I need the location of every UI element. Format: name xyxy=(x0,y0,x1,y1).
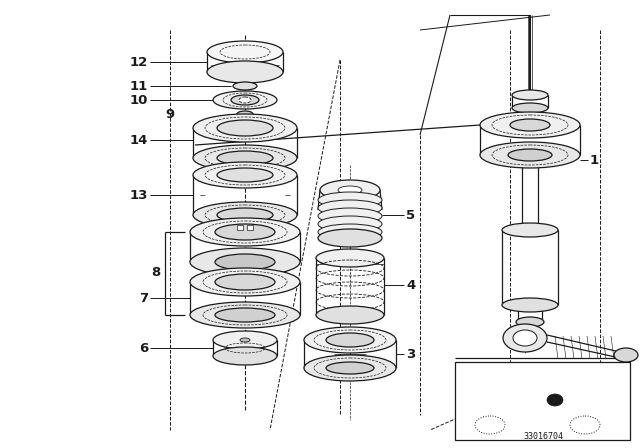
Ellipse shape xyxy=(239,97,251,103)
Text: 9: 9 xyxy=(166,108,175,121)
Ellipse shape xyxy=(318,229,382,247)
Ellipse shape xyxy=(190,218,300,246)
Ellipse shape xyxy=(547,394,563,406)
Ellipse shape xyxy=(316,249,384,267)
Ellipse shape xyxy=(318,224,382,240)
Ellipse shape xyxy=(190,302,300,328)
Ellipse shape xyxy=(513,330,537,346)
Text: 1: 1 xyxy=(590,154,599,167)
Ellipse shape xyxy=(207,61,283,83)
Text: 14: 14 xyxy=(130,134,148,146)
Ellipse shape xyxy=(480,112,580,138)
Ellipse shape xyxy=(480,142,580,168)
Ellipse shape xyxy=(512,103,548,113)
Text: 4: 4 xyxy=(406,279,415,292)
Text: 10: 10 xyxy=(130,94,148,107)
Ellipse shape xyxy=(318,216,382,232)
Ellipse shape xyxy=(213,331,277,349)
Ellipse shape xyxy=(614,348,638,362)
Text: 2: 2 xyxy=(570,369,579,382)
Text: 7: 7 xyxy=(139,292,148,305)
Ellipse shape xyxy=(217,151,273,165)
Ellipse shape xyxy=(217,120,273,136)
Ellipse shape xyxy=(508,149,552,161)
Ellipse shape xyxy=(503,324,547,352)
Ellipse shape xyxy=(510,119,550,131)
Ellipse shape xyxy=(217,208,273,222)
Bar xyxy=(455,362,630,440)
Ellipse shape xyxy=(193,114,297,142)
Bar xyxy=(247,225,253,230)
Ellipse shape xyxy=(318,192,382,208)
Ellipse shape xyxy=(213,91,277,109)
Ellipse shape xyxy=(207,41,283,63)
Text: 6: 6 xyxy=(139,341,148,354)
Ellipse shape xyxy=(326,362,374,374)
Ellipse shape xyxy=(217,168,273,182)
Ellipse shape xyxy=(193,162,297,188)
Ellipse shape xyxy=(320,180,380,200)
Ellipse shape xyxy=(502,223,558,237)
Ellipse shape xyxy=(215,308,275,322)
Text: 12: 12 xyxy=(130,56,148,69)
Text: 13: 13 xyxy=(130,189,148,202)
Ellipse shape xyxy=(318,208,382,224)
Ellipse shape xyxy=(193,202,297,228)
Ellipse shape xyxy=(316,306,384,324)
Ellipse shape xyxy=(213,347,277,365)
Ellipse shape xyxy=(193,145,297,171)
Ellipse shape xyxy=(190,268,300,296)
Ellipse shape xyxy=(215,224,275,240)
Ellipse shape xyxy=(516,317,544,327)
Ellipse shape xyxy=(190,248,300,276)
Ellipse shape xyxy=(326,333,374,347)
Ellipse shape xyxy=(215,274,275,290)
Ellipse shape xyxy=(502,298,558,312)
Text: 11: 11 xyxy=(130,79,148,92)
Ellipse shape xyxy=(215,254,275,270)
Ellipse shape xyxy=(304,327,396,353)
Ellipse shape xyxy=(233,82,257,90)
Text: 33016704: 33016704 xyxy=(523,432,563,441)
Ellipse shape xyxy=(237,111,253,117)
Bar xyxy=(237,225,243,230)
Ellipse shape xyxy=(304,355,396,381)
Ellipse shape xyxy=(512,90,548,100)
Ellipse shape xyxy=(240,338,250,342)
Ellipse shape xyxy=(338,186,362,194)
Text: 3: 3 xyxy=(406,348,415,361)
Ellipse shape xyxy=(318,200,382,216)
Text: 8: 8 xyxy=(151,266,160,279)
Text: 5: 5 xyxy=(406,208,415,221)
Ellipse shape xyxy=(231,95,259,105)
